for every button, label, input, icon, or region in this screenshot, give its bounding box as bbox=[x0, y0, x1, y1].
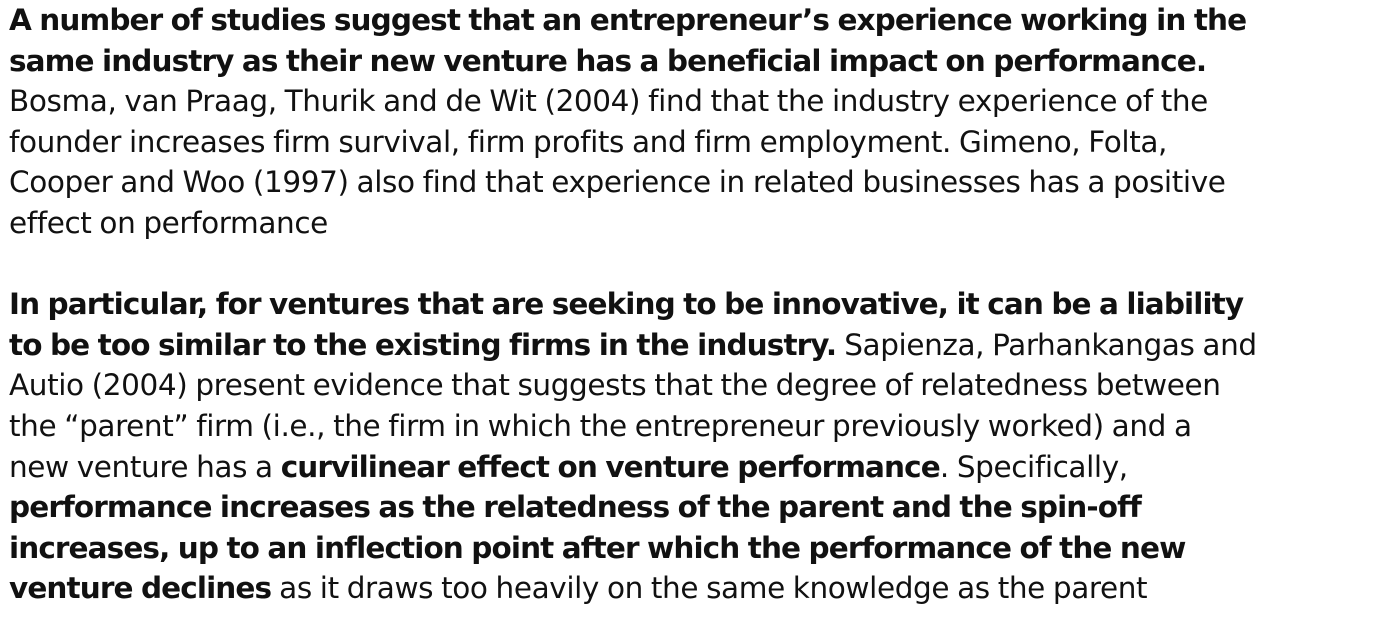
bold-text: A number of studies suggest that an entr… bbox=[9, 3, 1247, 37]
text-line: the “parent” firm (i.e., the firm in whi… bbox=[9, 406, 1369, 447]
text-line: Autio (2004) present evidence that sugge… bbox=[9, 365, 1369, 406]
paragraph-industry-experience: A number of studies suggest that an entr… bbox=[9, 0, 1369, 244]
bold-text: increases, up to an inflection point aft… bbox=[9, 530, 1186, 565]
body-text: as it draws too heavily on the same know… bbox=[271, 571, 1148, 606]
body-text: Cooper and Woo (1997) also find that exp… bbox=[9, 165, 1226, 200]
text-line: effect on performance bbox=[9, 203, 1369, 244]
bold-text: In particular, for ventures that are see… bbox=[9, 287, 1244, 322]
body-text: Autio (2004) present evidence that sugge… bbox=[9, 368, 1221, 403]
text-line: same industry as their new venture has a… bbox=[9, 41, 1369, 82]
document-body: A number of studies suggest that an entr… bbox=[9, 0, 1369, 609]
text-line: Bosma, van Praag, Thurik and de Wit (200… bbox=[9, 81, 1369, 122]
text-line: performance increases as the relatedness… bbox=[9, 487, 1369, 528]
body-text: effect on performance bbox=[9, 205, 328, 240]
text-line: to be too similar to the existing firms … bbox=[9, 325, 1369, 366]
text-line: founder increases firm survival, firm pr… bbox=[9, 122, 1369, 163]
text-line: increases, up to an inflection point aft… bbox=[9, 528, 1369, 569]
bold-text: same industry as their new venture has a… bbox=[9, 43, 1207, 78]
text-line: Cooper and Woo (1997) also find that exp… bbox=[9, 162, 1369, 203]
bold-text: performance increases as the relatedness… bbox=[9, 490, 1142, 525]
paragraph-innovative-ventures: In particular, for ventures that are see… bbox=[9, 284, 1369, 609]
body-text: founder increases firm survival, firm pr… bbox=[9, 124, 1168, 159]
body-text: . Specifically, bbox=[939, 449, 1128, 484]
bold-text: venture declines bbox=[9, 571, 272, 606]
bold-text: curvilinear effect on venture performanc… bbox=[280, 449, 941, 484]
body-text: Sapienza, Parhankangas and bbox=[836, 327, 1257, 362]
text-line: A number of studies suggest that an entr… bbox=[9, 0, 1369, 41]
text-line: venture declines as it draws too heavily… bbox=[9, 568, 1369, 609]
text-line: new venture has a curvilinear effect on … bbox=[9, 447, 1369, 488]
body-text: new venture has a bbox=[9, 449, 281, 484]
bold-text: to be too similar to the existing firms … bbox=[9, 327, 837, 362]
body-text: the “parent” firm (i.e., the firm in whi… bbox=[9, 408, 1192, 443]
text-line: In particular, for ventures that are see… bbox=[9, 284, 1369, 325]
body-text: Bosma, van Praag, Thurik and de Wit (200… bbox=[9, 84, 1208, 119]
